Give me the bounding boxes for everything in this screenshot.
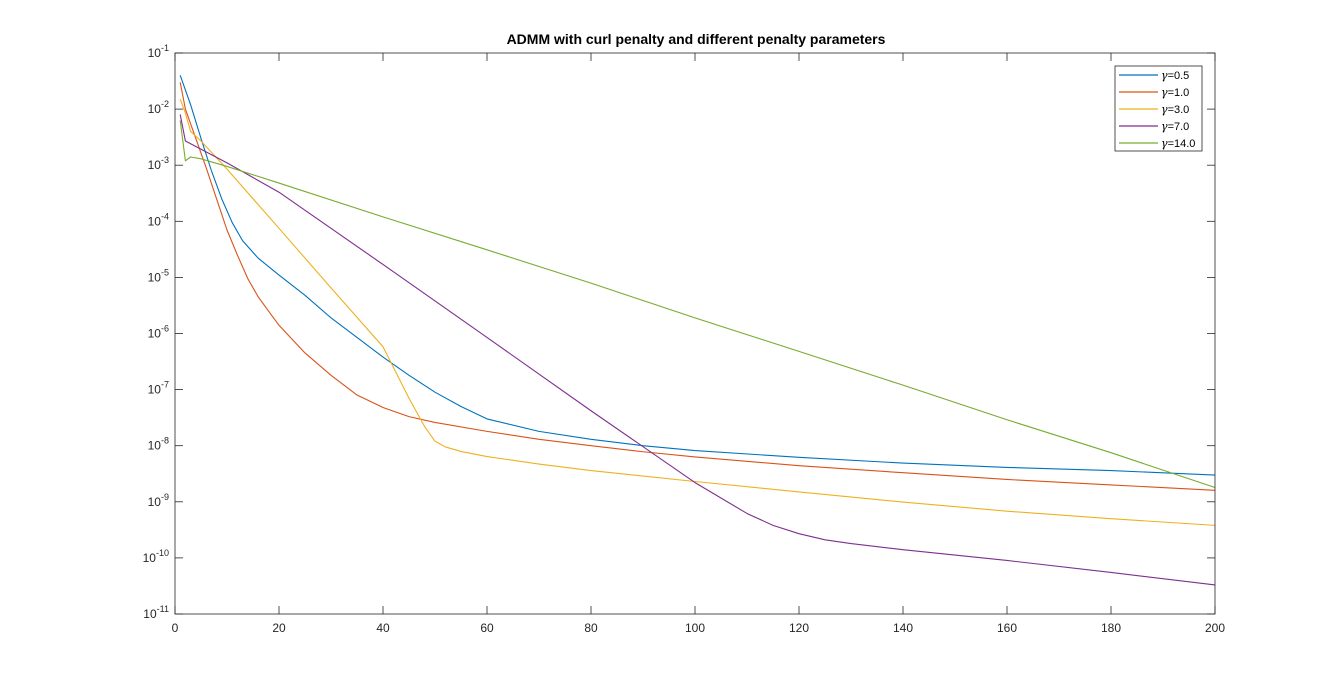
y-tick-label-0: 10-1 — [148, 43, 169, 60]
legend-label-0: γ=0.5 — [1161, 69, 1189, 82]
x-tick-label-6: 120 — [789, 621, 809, 635]
y-tick-label-1: 10-2 — [148, 99, 169, 116]
series-line-1 — [179, 82, 1216, 491]
y-tick-label-3: 10-4 — [148, 211, 169, 228]
y-tick-label-9: 10-10 — [143, 548, 169, 565]
legend-items: γ=0.5 γ=1.0 γ=3.0 γ=7.0 γ=14.0 — [1119, 69, 1195, 150]
chart-title: ADMM with curl penalty and different pen… — [507, 31, 886, 47]
legend-label-2: γ=3.0 — [1161, 103, 1189, 116]
y-tick-label-7: 10-8 — [148, 436, 169, 453]
legend-label-1: γ=1.0 — [1161, 86, 1189, 99]
plot-area — [175, 53, 1215, 614]
x-tick-label-9: 180 — [1101, 621, 1121, 635]
y-tick-label-5: 10-6 — [148, 324, 169, 341]
x-tick-label-0: 0 — [172, 621, 179, 635]
y-tick-label-8: 10-9 — [148, 492, 169, 509]
series-line-3 — [179, 114, 1216, 586]
x-tick-label-4: 80 — [584, 621, 598, 635]
series-line-0 — [179, 75, 1216, 476]
x-tick-label-3: 60 — [480, 621, 494, 635]
x-tick-label-7: 140 — [893, 621, 913, 635]
y-tick-label-4: 10-5 — [148, 267, 169, 284]
legend-label-3: γ=7.0 — [1161, 120, 1189, 133]
y-tick-label-6: 10-7 — [148, 380, 169, 397]
y-tick-label-10: 10-11 — [143, 604, 169, 621]
axes-layer: 0 20 40 60 80 100 120 140 160 180 200 10-1 10-2 10-3 1… — [143, 43, 1226, 635]
series-layer — [179, 75, 1216, 586]
x-tick-label-2: 40 — [376, 621, 390, 635]
x-tick-label-5: 100 — [685, 621, 705, 635]
x-tick-label-1: 20 — [272, 621, 286, 635]
x-tick-label-8: 160 — [997, 621, 1017, 635]
series-line-2 — [179, 99, 1216, 526]
y-tick-label-2: 10-3 — [148, 155, 169, 172]
series-line-4 — [179, 120, 1216, 489]
legend: γ=0.5 γ=1.0 γ=3.0 γ=7.0 γ=14.0 — [1114, 65, 1203, 152]
x-tick-label-10: 200 — [1205, 621, 1225, 635]
legend-label-4: γ=14.0 — [1161, 137, 1195, 150]
